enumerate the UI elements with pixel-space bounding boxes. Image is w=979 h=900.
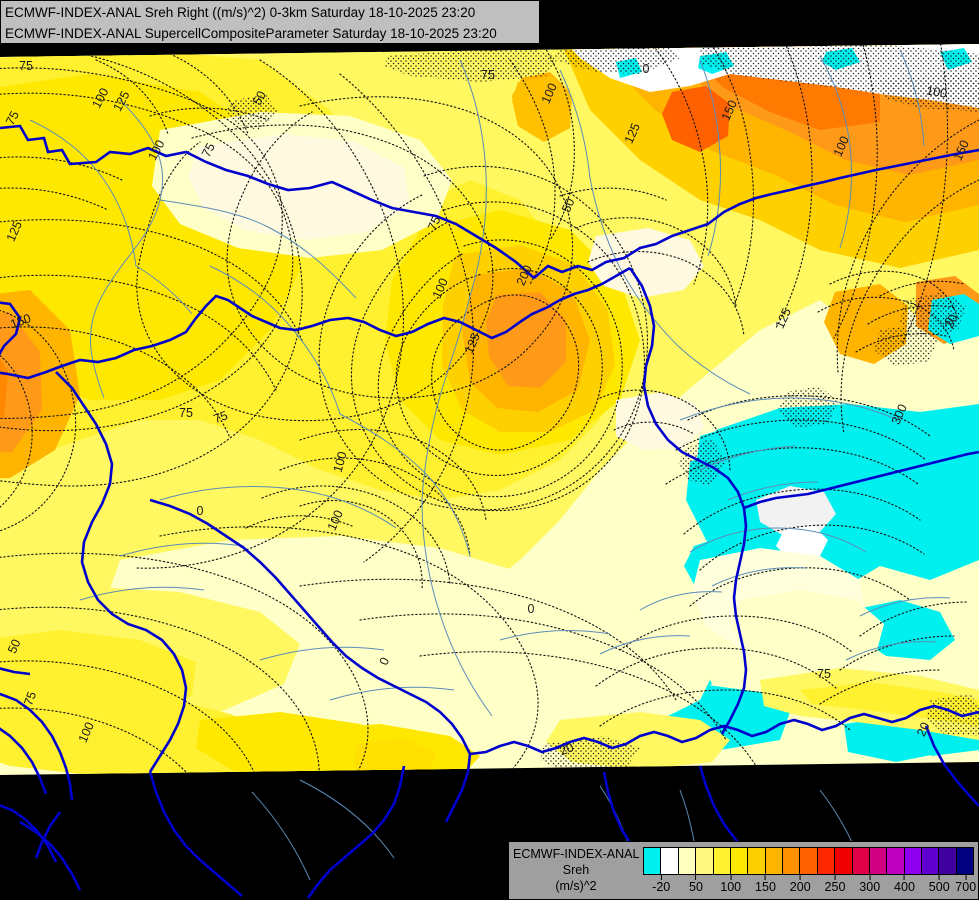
contour-label-50-32: 50	[5, 637, 23, 655]
legend-tick-mark	[764, 875, 766, 880]
contour-label-75-4: 75	[3, 109, 22, 128]
legend-tick-text: 150	[755, 880, 776, 894]
stipple-overlay	[226, 44, 979, 774]
contour-label-75-0: 75	[19, 59, 33, 73]
legend-swatch-12[interactable]	[852, 848, 870, 874]
color-scale-legend[interactable]: ECMWF-INDEX-ANAL Sreh (m/s)^2 -20 50 100 15…	[508, 841, 979, 900]
contour-label-100-12: 100	[925, 83, 948, 100]
legend-tick-mark	[869, 875, 871, 880]
legend-tick-text: -20	[652, 880, 671, 894]
contour-label-75-25: 75	[212, 408, 230, 426]
legend-tick-mark	[965, 875, 967, 880]
contour-label-75-15: 75	[425, 214, 443, 232]
legend-swatch-10[interactable]	[817, 848, 836, 874]
title-line-1: ECMWF-INDEX-ANAL Sreh Right ((m/s)^2) 0-…	[5, 5, 476, 20]
contour-label-50-3: 50	[250, 89, 269, 108]
contour-label-75-6: 75	[199, 141, 218, 160]
legend-tick-500: 500	[929, 875, 950, 894]
legend-swatch-2[interactable]	[678, 848, 697, 874]
legend-swatch-17[interactable]	[939, 848, 957, 874]
contour-label-0-28: 0	[197, 504, 204, 518]
contour-label-20-38: 20	[558, 740, 576, 758]
legend-tick-text: 700	[955, 880, 977, 894]
contour-label-0-31: 0	[528, 602, 535, 616]
legend-color-swatches[interactable]	[643, 847, 974, 875]
legend-tick--20: -20	[652, 875, 670, 894]
legend-swatch-4[interactable]	[713, 848, 731, 874]
contour-label-150-18: 150	[8, 311, 32, 331]
legend-tick-text: 400	[894, 880, 915, 894]
legend-swatch-18[interactable]	[956, 848, 974, 874]
contour-label-20-36: 20	[914, 720, 932, 738]
legend-caption: ECMWF-INDEX-ANAL Sreh (m/s)^2	[513, 846, 639, 894]
legend-swatch-9[interactable]	[800, 848, 818, 874]
rivers	[29, 49, 951, 889]
legend-tick-400: 400	[894, 875, 915, 894]
legend-swatch-14[interactable]	[887, 848, 905, 874]
legend-tick-250: 250	[824, 875, 846, 894]
contour-label-75-7: 75	[481, 68, 495, 82]
legend-tick-text: 100	[720, 880, 742, 894]
legend-tick-mark	[834, 875, 836, 880]
contour-label-50-16: 50	[559, 196, 577, 214]
legend-tick-mark	[903, 875, 905, 880]
legend-tick-mark	[695, 875, 697, 880]
legend-swatch-6[interactable]	[748, 848, 766, 874]
legend-swatch-13[interactable]	[869, 848, 888, 874]
contour-label-75-33: 75	[21, 690, 39, 708]
legend-model-label: ECMWF-INDEX-ANAL	[513, 847, 640, 861]
legend-swatch-16[interactable]	[922, 848, 940, 874]
legend-tick-300: 300	[859, 875, 880, 894]
contour-label-20-30: 20	[942, 312, 960, 330]
legend-tick-50: 50	[689, 875, 703, 894]
title-line-2: ECMWF-INDEX-ANAL SupercellCompositeParam…	[5, 26, 497, 41]
legend-tick-text: 50	[689, 880, 703, 894]
scalar-field-fills	[0, 44, 979, 775]
legend-tick-text: 250	[824, 880, 846, 894]
legend-swatch-8[interactable]	[783, 848, 801, 874]
legend-tick-text: 500	[928, 880, 950, 894]
contour-label-75-34: 75	[817, 667, 831, 681]
legend-swatch-7[interactable]	[765, 848, 783, 874]
legend-swatch-5[interactable]	[730, 848, 749, 874]
legend-field-label: Sreh	[562, 863, 590, 877]
legend-tick-mark	[938, 875, 940, 880]
country-borders	[0, 124, 979, 899]
legend-tick-100: 100	[720, 875, 741, 894]
legend-tick-text: 200	[789, 880, 811, 894]
legend-swatch-0[interactable]	[644, 848, 662, 874]
legend-tick-labels: -20 50 100 150 200 250 300 400 500 700	[643, 875, 976, 899]
legend-tick-150: 150	[755, 875, 776, 894]
contour-label-75-24: 75	[179, 406, 193, 420]
map-title-box: ECMWF-INDEX-ANAL Sreh Right ((m/s)^2) 0-…	[0, 0, 540, 44]
legend-tick-mark	[730, 875, 732, 880]
contour-lines	[0, 44, 979, 775]
contour-label-0-8: 0	[643, 62, 650, 76]
legend-tick-200: 200	[790, 875, 811, 894]
legend-tick-mark	[799, 875, 801, 880]
legend-swatch-3[interactable]	[696, 848, 714, 874]
legend-swatch-15[interactable]	[904, 848, 922, 874]
legend-swatch-11[interactable]	[835, 848, 853, 874]
legend-tick-mark	[660, 875, 662, 880]
legend-tick-700: 700	[955, 875, 976, 894]
contour-label-100-27: 100	[331, 450, 350, 474]
legend-tick-text: 300	[859, 880, 881, 894]
legend-unit-label: (m/s)^2	[555, 879, 597, 893]
legend-swatch-1[interactable]	[661, 848, 679, 874]
